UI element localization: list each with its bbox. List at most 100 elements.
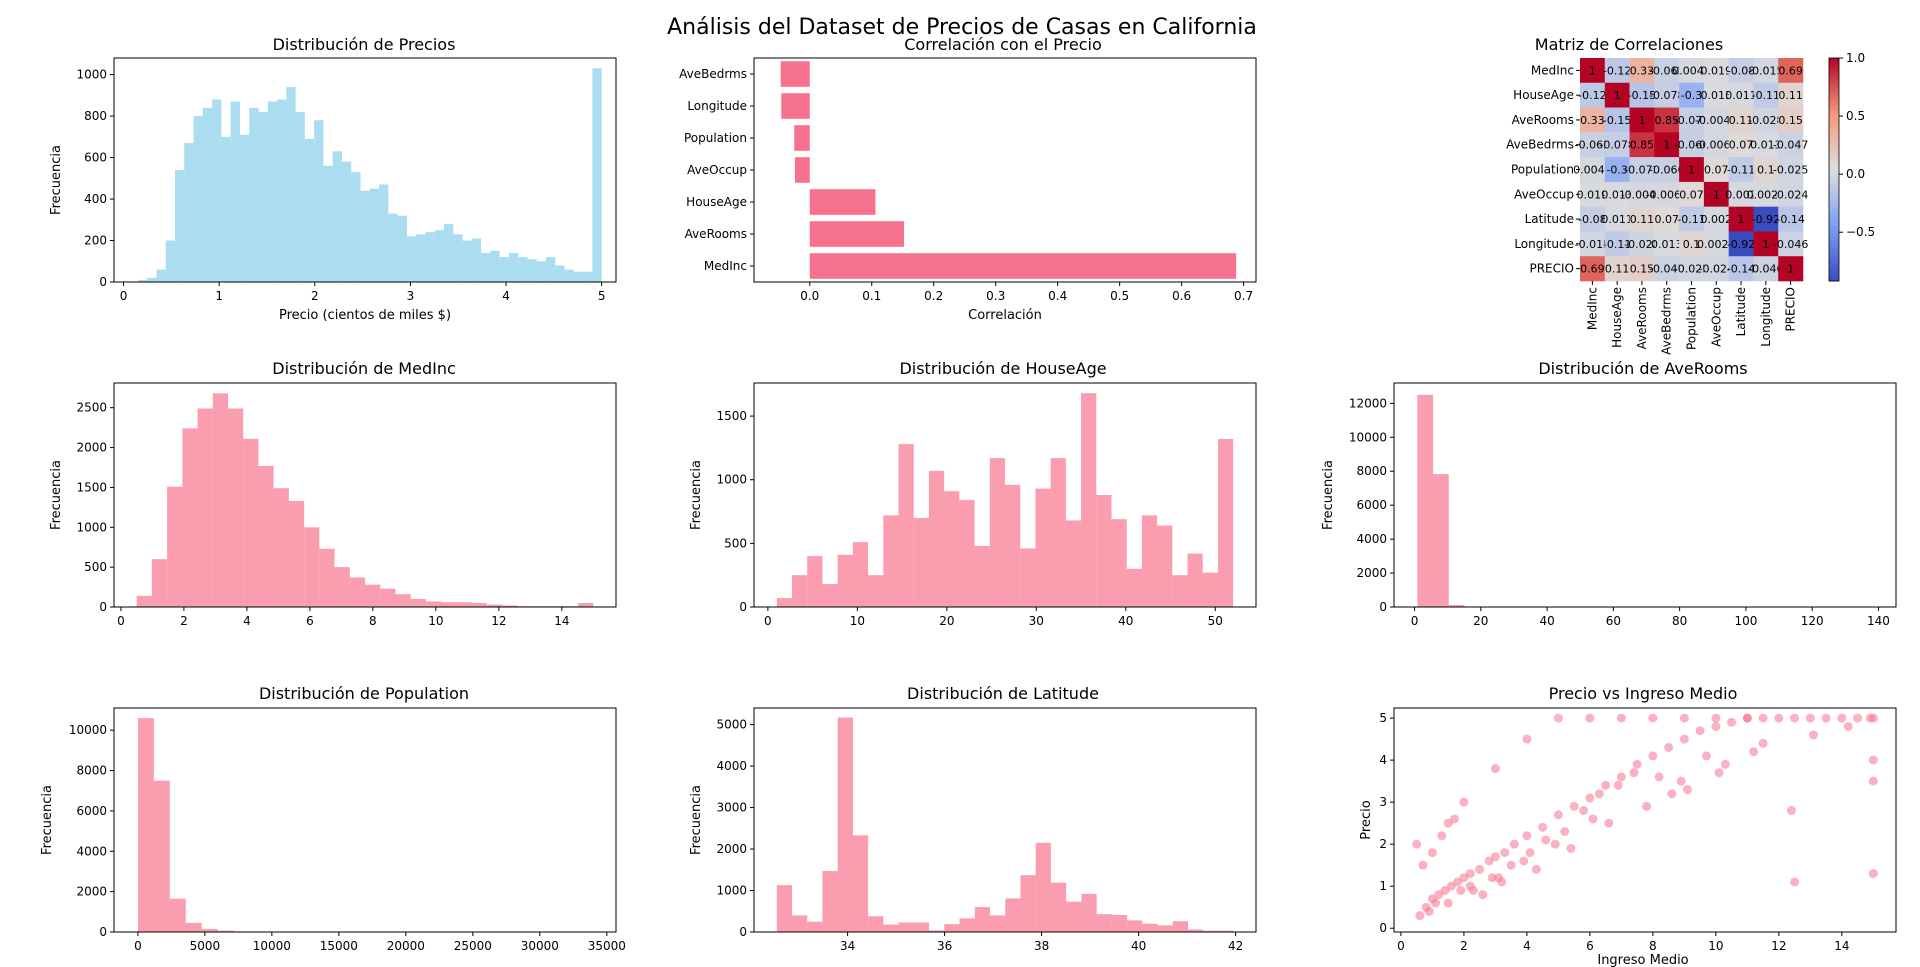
cell-value: 0.0048 [1573,164,1612,177]
cell-value: 0.0048 [1672,64,1711,77]
histogram-bar [185,922,202,932]
histogram-bar [341,161,352,282]
histogram-bar [273,488,289,607]
scatter-point [1585,713,1595,723]
cell-value: 1 [1688,164,1695,177]
cell-value: 0.11 [1729,114,1754,127]
histogram-bar [1218,930,1234,932]
y-tick-label: 4000 [716,759,747,773]
scatter-point [1774,713,1784,723]
colorbar-segment [1829,258,1839,263]
heatmap-cell [1604,58,1630,84]
histogram-bar [959,918,975,932]
heatmap-cell [1629,256,1655,282]
x-tick-label: 12 [491,614,506,628]
column-label: AveOccup [1709,287,1723,347]
colorbar-segment [1829,247,1839,252]
heatmap-cell [1703,256,1729,282]
histogram-bar [490,250,500,282]
heatmap-cell [1679,231,1705,257]
histogram-bar [1065,520,1082,607]
plot-area: 0 500 1000 1500 2000 2500 0 2 4 6 8 10 12 14 [76,382,617,628]
bar [794,125,810,151]
y-tick-label: 200 [84,234,107,248]
cell-value: 0.013 [1601,188,1633,201]
colorbar-segment [1829,84,1839,89]
cell-value: 0.15 [1630,263,1655,276]
scatter-point [1758,713,1768,723]
y-tick-label: 500 [84,560,107,574]
y-tick-label: HouseAge [686,195,747,209]
y-tick-label: MedInc [704,259,747,273]
histogram-bar [807,921,823,932]
cell-value: 1 [1589,64,1596,77]
scatter-point [1701,751,1711,761]
histogram-bar [304,138,315,282]
y-tick-label: AveBedrms [679,67,747,81]
histogram-bar [883,515,899,607]
histogram-bar [156,269,166,282]
scatter-point [1808,730,1818,740]
cell-value: 0.07 [1704,164,1729,177]
histogram-bar [486,604,502,607]
histogram-bar [137,279,148,282]
histogram-bar [369,188,380,282]
cell-value: -0.92 [1727,238,1755,251]
x-tick-label: 5000 [190,939,221,953]
histogram-bar [898,922,914,932]
cell-value: -0.078 [1649,89,1684,102]
y-tick-label: 2000 [76,441,107,455]
scatter-point [1437,831,1447,841]
heatmap-cell [1703,132,1729,158]
heatmap-cell [1679,82,1705,108]
scatter-point [1490,852,1500,862]
cell-value: 0.011 [1725,89,1757,102]
row-label: MedInc [1531,63,1574,77]
heatmap-cell [1654,206,1680,232]
colorbar-segment [1829,106,1839,111]
scatter-point [1711,713,1721,723]
x-tick-label: 10 [850,614,865,628]
scatter-point [1853,713,1863,723]
panel-title: Distribución de AveRooms [1538,359,1747,378]
heatmap-cell [1753,82,1779,108]
colorbar-tick-label: 0.0 [1846,167,1865,181]
histogram-bar [913,922,930,932]
scatter-point [1594,789,1604,799]
y-tick-label: 1000 [716,473,747,487]
scatter-point [1604,818,1614,828]
heatmap-cell [1753,58,1779,84]
cell-value: -0.066 [1674,139,1709,152]
heatmap-cell [1753,107,1779,133]
scatter-point [1613,780,1623,790]
scatter-point [1648,713,1658,723]
axes-frame [113,707,617,933]
x-tick-label: 40 [1539,614,1554,628]
histogram-bar [217,930,234,932]
x-tick-label: 140 [1867,614,1890,628]
histogram-bar [883,924,899,932]
heatmap-cell [1629,206,1655,232]
histogram-bar [462,240,472,282]
scatter-point [1560,827,1570,837]
histogram-bar [1005,898,1021,932]
colorbar-segment [1829,221,1839,226]
heatmap-cell [1753,157,1779,183]
histogram-bar [175,170,185,282]
x-tick-label: 42 [1228,939,1243,953]
histogram-bar [852,542,869,607]
heatmap-cell [1580,107,1606,133]
histogram-bar [1081,893,1097,932]
heatmap-cell [1778,107,1804,133]
colorbar-tick-label: 1.0 [1846,51,1865,65]
x-tick-label: 0.3 [986,289,1005,303]
histogram-bar [1096,914,1112,932]
histogram-bar [360,190,370,282]
panel-averooms-histogram: Distribución de AveRooms 0 2000 4000 6000 80… [1321,359,1897,628]
heatmap-cell [1679,132,1705,158]
histogram-bar [944,491,960,607]
cell-value: 0.11 [1605,263,1630,276]
x-tick-label: 80 [1672,614,1687,628]
x-tick-label: 38 [1034,939,1049,953]
